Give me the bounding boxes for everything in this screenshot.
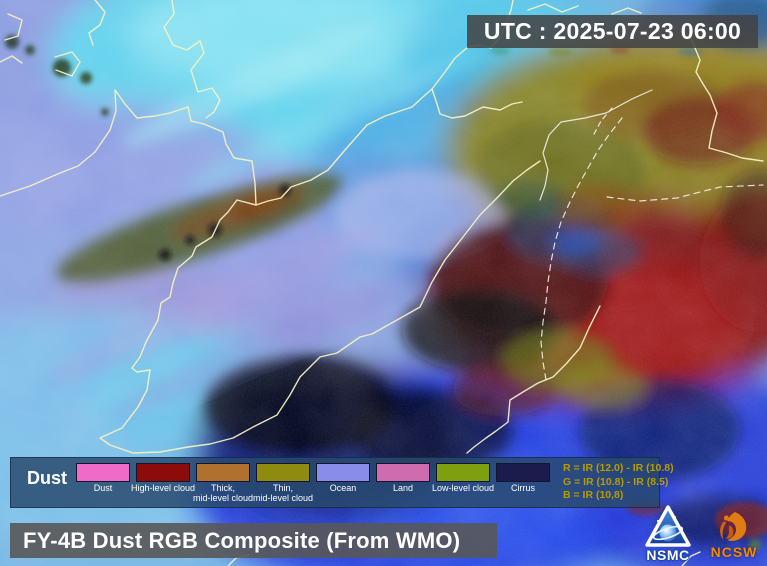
nsmc-triangle-icon [645, 505, 691, 547]
legend-item-label: Dust [93, 483, 113, 493]
product-title: FY-4B Dust RGB Composite (From WMO) [23, 527, 461, 553]
legend-swatch-thick-mid-level-cloud [196, 463, 250, 482]
legend-swatch-cirrus [496, 463, 550, 482]
dashed-boundary-lines [539, 89, 764, 381]
product-title-bar: FY-4B Dust RGB Composite (From WMO) [10, 523, 497, 558]
ncsw-flame-icon [720, 511, 747, 542]
utc-timestamp: UTC : 2025-07-23 06:00 [483, 18, 742, 44]
utc-timestamp-box: UTC : 2025-07-23 06:00 [467, 15, 758, 48]
legend-item-label: Land [392, 483, 414, 493]
rgb-channel-formulas: R = IR (12.0) - IR (10.8) G = IR (10.8) … [563, 462, 674, 507]
legend-swatch-land [376, 463, 430, 482]
legend-swatch-ocean [316, 463, 370, 482]
legend-item-label: Cirrus [511, 483, 535, 493]
legend-panel: Dust Dust High-level cloud Thick, mid-le… [10, 457, 674, 508]
legend-swatch-high-level-cloud [136, 463, 190, 482]
legend-item-low-level-cloud: Low-level cloud [432, 463, 494, 507]
legend-item-cirrus: Cirrus [493, 463, 553, 507]
formula-green: G = IR (10.8) - IR (8.5) [563, 475, 669, 488]
nsmc-logo-label: NSMC [646, 547, 690, 563]
legend-items: Dust High-level cloud Thick, mid-level c… [73, 463, 553, 507]
legend-item-label: Low-level cloud [431, 483, 495, 493]
legend-swatch-thin-mid-level-cloud [256, 463, 310, 482]
legend-item-label: Thick, mid-level cloud [192, 483, 254, 503]
nsmc-logo: NSMC [638, 505, 698, 563]
legend-item-label: Thin, mid-level cloud [252, 483, 314, 503]
legend-item-label: High-level cloud [130, 483, 196, 493]
legend-item-ocean: Ocean [313, 463, 373, 507]
legend-title: Dust [27, 468, 67, 488]
legend-item-label: Ocean [329, 483, 357, 493]
ncsw-logo: NCSW [704, 511, 764, 560]
legend-swatch-low-level-cloud [436, 463, 490, 482]
formula-blue: B = IR (10,8) [563, 489, 624, 502]
legend-item-thick-mid-level-cloud: Thick, mid-level cloud [193, 463, 253, 507]
legend-item-high-level-cloud: High-level cloud [131, 463, 195, 507]
legend-item-thin-mid-level-cloud: Thin, mid-level cloud [253, 463, 313, 507]
legend-item-land: Land [373, 463, 433, 507]
ncsw-logo-label: NCSW [710, 544, 758, 560]
formula-red: R = IR (12.0) - IR (10.8) [563, 462, 674, 474]
legend-swatch-dust [76, 463, 130, 482]
legend-item-dust: Dust [73, 463, 133, 507]
